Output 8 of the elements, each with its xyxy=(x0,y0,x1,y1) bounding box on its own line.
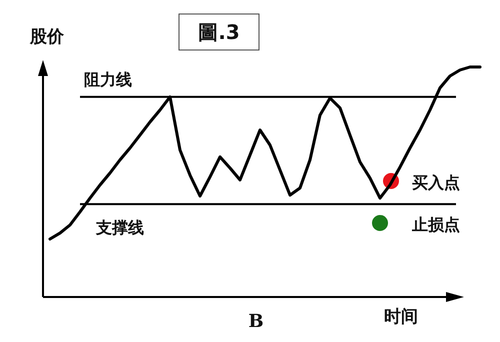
chart-title: 圖.3 xyxy=(198,20,240,44)
ref-line-label: 支撑线 xyxy=(95,218,144,238)
annotation: 买入点 xyxy=(412,173,460,192)
ref-line-label: 阻力线 xyxy=(84,70,132,89)
text: B xyxy=(248,311,264,332)
annotation: 止损点 xyxy=(411,215,460,234)
y-axis-title: 股价 xyxy=(29,27,65,47)
x-axis-title: 时间 xyxy=(384,307,418,327)
